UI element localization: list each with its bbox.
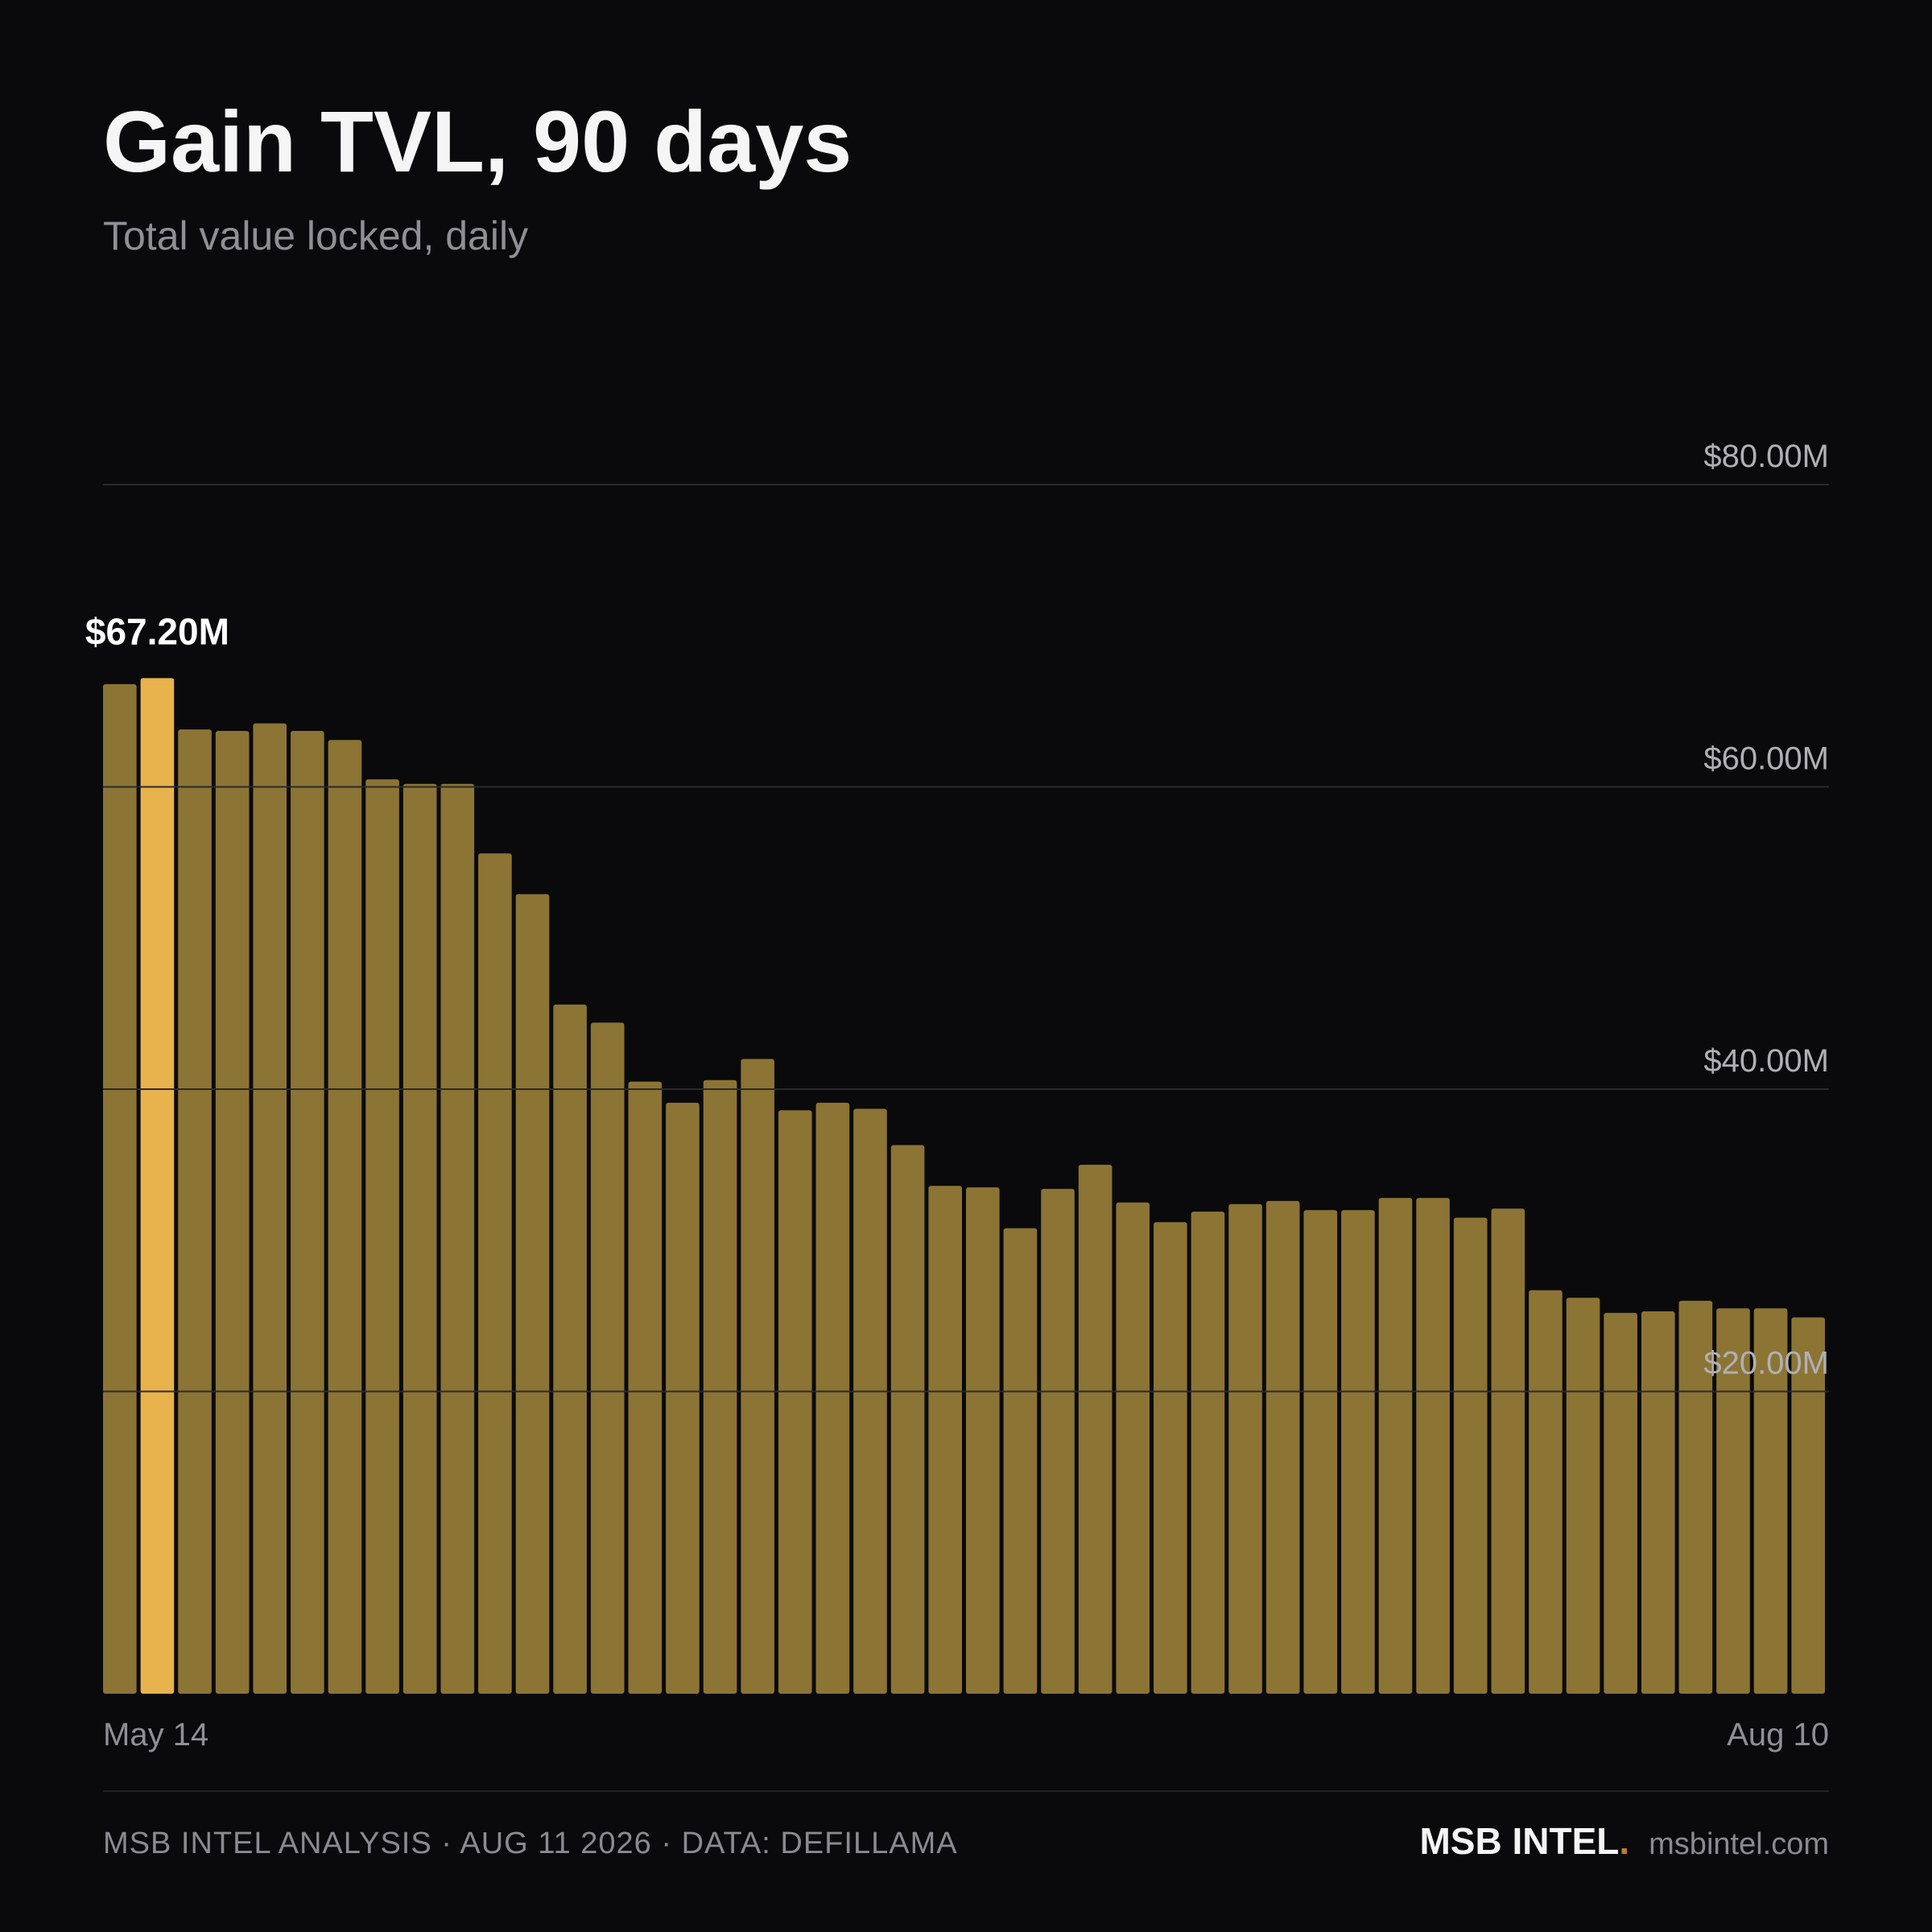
x-tick-label-start: May 14: [103, 1717, 208, 1752]
bar: [1678, 1300, 1713, 1694]
grid-lines: [103, 484, 1829, 1393]
brand-url: msbintel.com: [1649, 1827, 1829, 1861]
bar: [1191, 1212, 1225, 1694]
chart-subtitle: Total value locked, daily: [103, 213, 529, 258]
bar: [1116, 1202, 1150, 1694]
bar: [966, 1187, 1000, 1694]
bar: [1641, 1311, 1675, 1694]
bar: [1791, 1317, 1825, 1694]
bar: [1453, 1217, 1488, 1694]
bar: [515, 894, 550, 1694]
y-tick-label: $60.00M: [1703, 741, 1829, 777]
bar: [1529, 1290, 1563, 1694]
bar: [253, 723, 287, 1694]
bar: [1753, 1308, 1788, 1694]
bar: [853, 1108, 887, 1694]
bar: [553, 1004, 587, 1694]
brand-block: MSB INTEL. msbintel.com: [1419, 1819, 1829, 1863]
bar: [291, 731, 324, 1694]
bar: [1416, 1198, 1450, 1694]
bar: [928, 1186, 962, 1694]
bar: [1341, 1210, 1375, 1694]
bars: [103, 678, 1825, 1695]
y-tick-label: $20.00M: [1703, 1346, 1829, 1381]
y-tick-label: $40.00M: [1703, 1043, 1829, 1079]
bar: [666, 1102, 700, 1694]
bar: [215, 731, 250, 1694]
bar-highlight: [140, 678, 175, 1694]
bar: [440, 783, 475, 1694]
bar: [478, 853, 512, 1694]
highlight-value-label: $67.20M: [85, 610, 229, 652]
footer-divider: [103, 1790, 1829, 1792]
bar: [1566, 1298, 1600, 1694]
bar: [365, 779, 399, 1694]
bar: [1154, 1222, 1187, 1694]
bar: [1491, 1208, 1525, 1694]
brand-name: MSB INTEL.: [1419, 1819, 1629, 1863]
bar: [815, 1102, 850, 1694]
bar: [402, 783, 437, 1694]
bar: [703, 1080, 737, 1694]
footer-credits: MSB INTEL ANALYSIS · AUG 11 2026 · DATA:…: [103, 1827, 958, 1860]
labels: $20.00M $40.00M $60.00M $80.00M May 14 Aug 10…: [85, 439, 1829, 1752]
brand-dot: .: [1619, 1820, 1630, 1862]
bar: [778, 1110, 812, 1694]
bar: [1716, 1308, 1750, 1694]
bar: [741, 1059, 774, 1694]
bar: [1228, 1203, 1262, 1694]
chart-title: Gain TVL, 90 days: [103, 93, 852, 190]
bar: [1265, 1200, 1300, 1694]
bar: [628, 1081, 663, 1694]
bar: [1003, 1228, 1038, 1694]
bar: [1378, 1198, 1413, 1694]
bar: [103, 683, 137, 1694]
x-tick-label-end: Aug 10: [1727, 1717, 1829, 1752]
y-tick-label: $80.00M: [1703, 439, 1829, 474]
bar: [328, 740, 362, 1694]
bar: [1303, 1210, 1338, 1694]
bar: [590, 1022, 625, 1694]
bar: [178, 729, 212, 1694]
bar: [1604, 1312, 1637, 1694]
bar: [890, 1145, 925, 1694]
bar: [1078, 1164, 1113, 1695]
brand-name-text: MSB INTEL: [1419, 1820, 1620, 1862]
bar: [1041, 1188, 1075, 1694]
